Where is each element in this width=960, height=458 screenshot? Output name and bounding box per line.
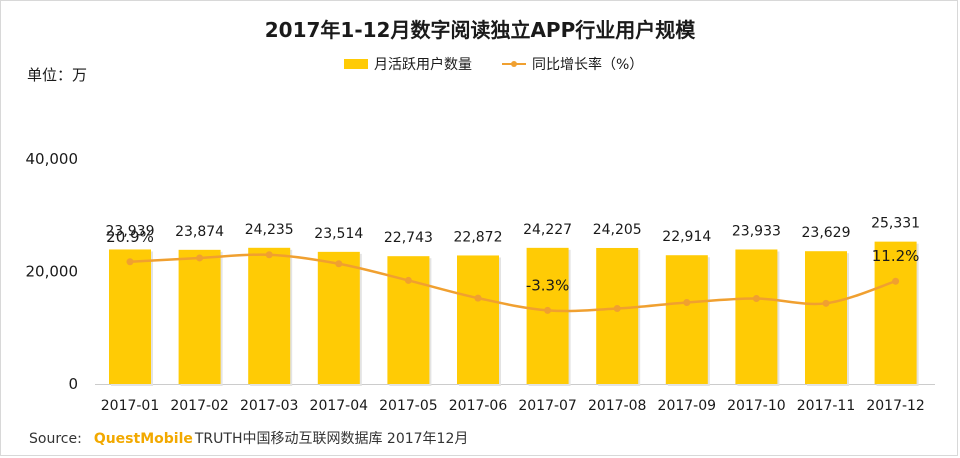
legend-item-mau: 月活跃用户数量 bbox=[344, 54, 472, 74]
growth-rate-point bbox=[196, 254, 204, 262]
bar-value-label: 22,743 bbox=[384, 230, 433, 246]
x-tick-label: 2017-04 bbox=[310, 398, 369, 414]
x-tick-label: 2017-02 bbox=[170, 398, 229, 414]
bar bbox=[526, 247, 569, 384]
bar bbox=[665, 255, 708, 384]
growth-rate-point bbox=[822, 299, 830, 307]
bar bbox=[317, 251, 360, 384]
bar bbox=[457, 255, 499, 384]
legend: 月活跃用户数量 同比增长率（%） bbox=[344, 54, 673, 74]
source-text: TRUTH中国移动互联网数据库 2017年12月 bbox=[194, 431, 469, 447]
growth-rate-label: 20.9% bbox=[106, 228, 154, 246]
growth-rate-point bbox=[752, 294, 760, 302]
growth-rate-point bbox=[126, 258, 134, 266]
bar-value-label: 23,514 bbox=[314, 226, 363, 242]
legend-label-growth: 同比增长率（%） bbox=[532, 57, 644, 73]
source-brand-logo: QuestMobile bbox=[93, 431, 193, 447]
growth-rate-point bbox=[544, 306, 552, 314]
growth-rate-point bbox=[683, 299, 691, 307]
bar-value-label: 23,629 bbox=[802, 225, 851, 241]
bar-value-label: 23,874 bbox=[175, 224, 224, 240]
legend-bar-swatch bbox=[344, 59, 368, 69]
bar-value-label: 25,331 bbox=[871, 216, 920, 232]
y-tick-label: 0 bbox=[68, 375, 78, 393]
bar-value-label: 23,939 bbox=[106, 223, 155, 239]
growth-rate-line bbox=[129, 253, 896, 313]
bar bbox=[178, 249, 221, 384]
bar-value-label: 23,933 bbox=[732, 223, 781, 239]
bar-value-label: 24,235 bbox=[245, 222, 294, 238]
source-prefix: Source: bbox=[29, 431, 82, 447]
x-tick-label: 2017-01 bbox=[101, 398, 160, 414]
x-tick-label: 2017-09 bbox=[658, 398, 717, 414]
bar bbox=[387, 256, 430, 384]
x-tick-label: 2017-07 bbox=[518, 398, 577, 414]
growth-rate-label: -3.3% bbox=[526, 276, 570, 294]
x-tick-label: 2017-05 bbox=[379, 398, 438, 414]
growth-rate-point bbox=[404, 276, 412, 284]
x-tick-label: 2017-08 bbox=[588, 398, 647, 414]
bar bbox=[596, 247, 639, 384]
x-tick-label: 2017-12 bbox=[866, 398, 925, 414]
growth-rate-point bbox=[613, 305, 621, 313]
x-tick-label: 2017-06 bbox=[449, 398, 508, 414]
bar-value-label: 22,914 bbox=[662, 229, 711, 245]
bar-value-label: 24,205 bbox=[593, 222, 642, 238]
bar-value-label: 24,227 bbox=[523, 222, 572, 238]
legend-label-mau: 月活跃用户数量 bbox=[374, 57, 472, 73]
y-tick-label: 40,000 bbox=[26, 150, 79, 168]
bar bbox=[735, 249, 778, 384]
x-tick-label: 2017-10 bbox=[727, 398, 786, 414]
source-line: Source: QuestMobile TRUTH中国移动互联网数据库 2017… bbox=[29, 428, 468, 448]
growth-rate-label: 11.2% bbox=[872, 247, 920, 265]
bar bbox=[248, 247, 291, 384]
growth-rate-point bbox=[265, 251, 273, 259]
unit-label: 单位：万 bbox=[27, 66, 88, 84]
y-tick-label: 20,000 bbox=[26, 263, 79, 281]
x-tick-label: 2017-03 bbox=[240, 398, 299, 414]
chart-title: 2017年1-12月数字阅读独立APP行业用户规模 bbox=[264, 18, 696, 42]
bar bbox=[874, 241, 917, 384]
growth-rate-point bbox=[474, 294, 482, 302]
legend-item-growth: 同比增长率（%） bbox=[502, 54, 643, 74]
bar-value-label: 22,872 bbox=[454, 229, 503, 245]
growth-rate-point bbox=[892, 277, 900, 285]
growth-rate-point bbox=[335, 260, 343, 268]
bar bbox=[805, 251, 847, 384]
legend-line-swatch bbox=[502, 59, 526, 69]
x-tick-label: 2017-11 bbox=[797, 398, 856, 414]
bar bbox=[109, 249, 151, 384]
